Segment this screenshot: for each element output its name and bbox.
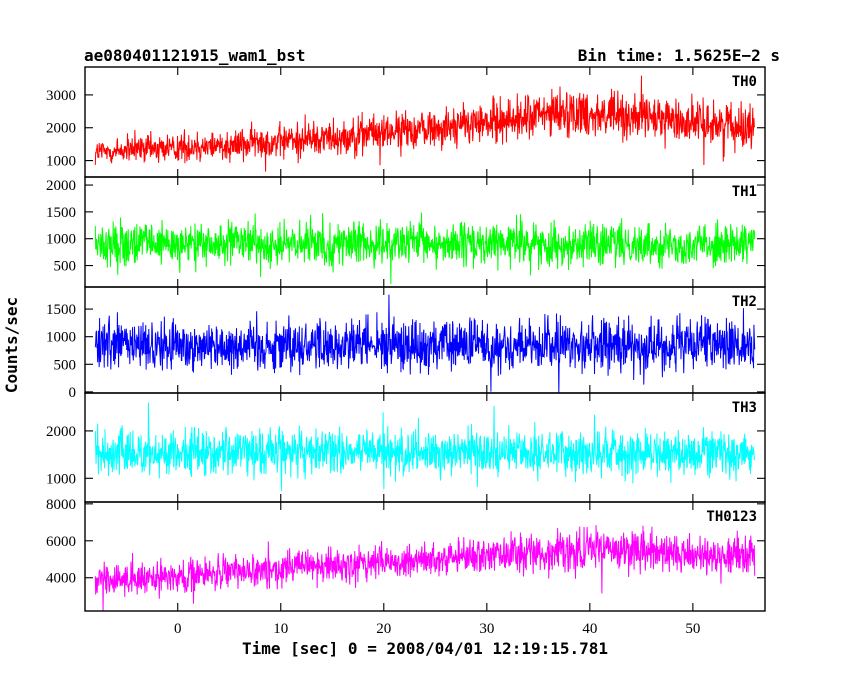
- x-tick-label: 40: [582, 621, 597, 637]
- x-tick-label: 50: [685, 621, 700, 637]
- y-tick-label-th2: 1000: [46, 330, 76, 346]
- x-tick-label: 10: [273, 621, 288, 637]
- series-line-th3: [94, 402, 756, 491]
- series-line-th2: [94, 294, 756, 393]
- x-tick-label: 0: [174, 621, 182, 637]
- observation-id-title: ae080401121915_wam1_bst: [84, 46, 306, 65]
- series-line-th1: [94, 212, 756, 285]
- series-line-th0123: [94, 525, 756, 611]
- y-tick-label-th0123: 8000: [46, 497, 76, 513]
- panel-th0123: 4000 6000 8000 TH0123: [46, 497, 766, 612]
- panel-th2: 0 500 1000 1500 TH2: [46, 286, 766, 401]
- panel-frame-th1: [84, 176, 766, 288]
- panel-frame-th0123: [84, 501, 766, 612]
- y-tick-label-th1: 500: [54, 259, 77, 275]
- bin-time-title: Bin time: 1.5625E−2 s: [578, 46, 780, 65]
- y-axis-label: Counts/sec: [2, 297, 21, 393]
- panel-label-th3: TH3: [732, 400, 757, 416]
- y-tick-label-th0123: 6000: [46, 534, 76, 550]
- y-tick-label-th1: 1000: [46, 232, 76, 248]
- y-tick-label-th2: 1500: [46, 302, 76, 318]
- x-tick-label: 30: [479, 621, 494, 637]
- y-tick-label-th0: 2000: [46, 121, 76, 137]
- y-tick-label-th3: 2000: [46, 424, 76, 440]
- y-tick-label-th3: 1000: [46, 471, 76, 487]
- x-tick-label: 20: [376, 621, 391, 637]
- y-tick-label-th1: 1500: [46, 205, 76, 221]
- panel-th3: 1000 2000 TH3: [46, 392, 766, 503]
- panel-th0: 1000 2000 3000 TH0: [46, 66, 766, 178]
- x-axis-label: Time [sec] 0 = 2008/04/01 12:19:15.781: [242, 639, 608, 658]
- y-tick-label-th1: 2000: [46, 178, 76, 194]
- y-tick-label-th0: 3000: [46, 88, 76, 104]
- panel-label-th2: TH2: [732, 294, 757, 310]
- y-tick-label-th2: 500: [54, 357, 77, 373]
- y-tick-label-th0123: 4000: [46, 571, 76, 587]
- series-line-th0: [94, 75, 756, 172]
- y-tick-label-th2: 0: [69, 385, 77, 401]
- panel-label-th1: TH1: [732, 184, 757, 200]
- y-tick-label-th0: 1000: [46, 154, 76, 170]
- panel-label-th0123: TH0123: [706, 509, 757, 525]
- panel-label-th0: TH0: [732, 74, 757, 90]
- panel-th1: 500 1000 1500 2000 TH1: [46, 176, 766, 288]
